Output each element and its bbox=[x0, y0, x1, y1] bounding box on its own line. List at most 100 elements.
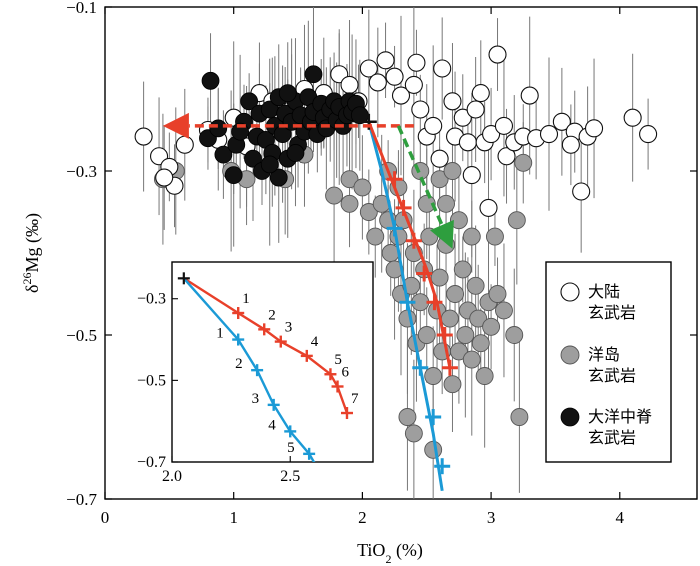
legend-label: 大洋中脊 bbox=[588, 407, 652, 426]
mid-ocean-ridge-basalt-point bbox=[214, 145, 233, 164]
ocean-island-basalt-point bbox=[462, 227, 481, 246]
ocean-island-basalt-point bbox=[340, 170, 359, 189]
ocean-island-basalt-point bbox=[475, 367, 494, 385]
inset-step-label: 4 bbox=[268, 417, 276, 433]
legend-marker bbox=[560, 282, 580, 302]
continental-basalt-point bbox=[134, 127, 153, 146]
inset-step-label: 3 bbox=[252, 391, 260, 407]
continental-basalt-point bbox=[453, 108, 472, 127]
ocean-island-basalt-point bbox=[446, 285, 465, 303]
ocean-island-basalt-point bbox=[488, 285, 507, 303]
inset-step-label: 2 bbox=[268, 307, 276, 323]
mid-ocean-ridge-basalt-point bbox=[240, 92, 259, 111]
x-tick-label: 1 bbox=[229, 508, 238, 527]
ocean-island-basalt-point bbox=[482, 317, 501, 336]
inset-step-label: 3 bbox=[285, 320, 293, 336]
mid-ocean-ridge-basalt-point bbox=[278, 84, 297, 102]
legend-label: 洋岛 bbox=[588, 345, 620, 364]
ocean-island-basalt-point bbox=[398, 309, 417, 328]
continental-basalt-point bbox=[411, 100, 430, 119]
red-arrow-head bbox=[162, 112, 189, 139]
inset-x-tick-label: 2.5 bbox=[280, 468, 300, 485]
mid-ocean-ridge-basalt-point bbox=[269, 168, 288, 187]
ocean-island-basalt-point bbox=[440, 309, 459, 328]
continental-basalt-point bbox=[488, 45, 507, 64]
continental-basalt-point bbox=[520, 86, 539, 105]
x-tick-label: 4 bbox=[616, 508, 625, 527]
continental-basalt-point bbox=[424, 116, 443, 135]
x-tick-label: 0 bbox=[101, 508, 110, 527]
inset-frame bbox=[171, 261, 374, 463]
x-tick-label: 3 bbox=[487, 508, 496, 527]
ocean-island-basalt-point bbox=[471, 334, 490, 353]
legend-label: 玄武岩 bbox=[588, 428, 636, 447]
continental-basalt-point bbox=[368, 73, 387, 92]
continental-basalt-point bbox=[639, 125, 658, 144]
continental-basalt-point bbox=[572, 182, 591, 201]
ocean-island-basalt-point bbox=[495, 301, 513, 320]
ocean-island-basalt-point bbox=[424, 440, 443, 459]
mid-ocean-ridge-basalt-point bbox=[201, 71, 220, 90]
ocean-island-basalt-point bbox=[437, 194, 455, 213]
y-tick-label: −0.3 bbox=[66, 162, 97, 181]
main-points bbox=[134, 45, 658, 459]
inset-y-tick-label: −0.5 bbox=[137, 372, 166, 389]
ocean-island-basalt-point bbox=[469, 309, 488, 328]
continental-basalt-point bbox=[385, 67, 404, 86]
mid-ocean-ridge-basalt-point bbox=[304, 65, 323, 84]
mid-ocean-ridge-basalt-point bbox=[286, 144, 305, 162]
inset-y-tick-label: −0.3 bbox=[137, 291, 166, 308]
plot-frame bbox=[104, 6, 698, 500]
green-arrow-shaft bbox=[396, 125, 444, 226]
inset-step-label: 5 bbox=[287, 440, 295, 456]
continental-basalt-point bbox=[482, 125, 501, 144]
mid-ocean-ridge-basalt-point bbox=[244, 149, 262, 168]
inset-curves bbox=[182, 277, 353, 462]
ocean-island-basalt-point bbox=[402, 276, 421, 295]
inset-step-label: 6 bbox=[342, 364, 350, 380]
ocean-island-basalt-point bbox=[507, 211, 526, 230]
inset-step-label: 1 bbox=[242, 291, 250, 307]
ocean-island-basalt-point bbox=[359, 203, 378, 221]
inset-step-label: 4 bbox=[311, 334, 319, 350]
x-axis-title: TiO2 (%) bbox=[357, 540, 423, 566]
legend-label: 玄武岩 bbox=[588, 303, 636, 322]
ocean-island-basalt-point bbox=[505, 326, 524, 344]
ocean-island-basalt-point bbox=[466, 276, 485, 295]
ocean-island-basalt-point bbox=[443, 162, 462, 180]
mid-ocean-ridge-basalt-point bbox=[209, 119, 228, 138]
inset-step-label: 2 bbox=[235, 356, 243, 372]
legend-marker bbox=[560, 407, 580, 427]
continental-basalt-point bbox=[494, 116, 514, 135]
continental-basalt-point bbox=[552, 112, 571, 131]
continental-basalt-point bbox=[376, 51, 395, 70]
continental-basalt-point bbox=[497, 147, 516, 166]
ocean-island-basalt-point bbox=[462, 350, 481, 369]
inset-step-label: 1 bbox=[216, 326, 224, 342]
continental-basalt-point bbox=[479, 198, 498, 217]
ocean-island-basalt-point bbox=[404, 424, 423, 443]
inset-step-label: 7 bbox=[351, 391, 359, 407]
ocean-island-basalt-point bbox=[430, 170, 449, 189]
continental-basalt-point bbox=[175, 135, 194, 154]
continental-basalt-point bbox=[466, 100, 485, 119]
inset-x-tick-label: 2.0 bbox=[162, 468, 182, 485]
inset-red-curve bbox=[183, 277, 349, 414]
ocean-island-basalt-point bbox=[417, 326, 436, 344]
ocean-island-basalt-point bbox=[424, 367, 443, 385]
main-arrows bbox=[162, 112, 454, 249]
ocean-island-basalt-point bbox=[514, 153, 533, 172]
continental-basalt-point bbox=[407, 53, 426, 72]
ocean-island-basalt-point bbox=[353, 178, 372, 197]
legend-label: 玄武岩 bbox=[588, 366, 636, 385]
continental-basalt-point bbox=[430, 149, 449, 168]
ocean-island-basalt-point bbox=[340, 194, 359, 213]
ocean-island-basalt-point bbox=[430, 268, 449, 287]
mid-ocean-ridge-basalt-point bbox=[260, 155, 279, 174]
continental-basalt-point bbox=[458, 133, 477, 152]
ocean-island-basalt-point bbox=[398, 408, 417, 426]
y-tick-label: −0.7 bbox=[66, 490, 97, 509]
continental-basalt-point bbox=[462, 166, 481, 185]
